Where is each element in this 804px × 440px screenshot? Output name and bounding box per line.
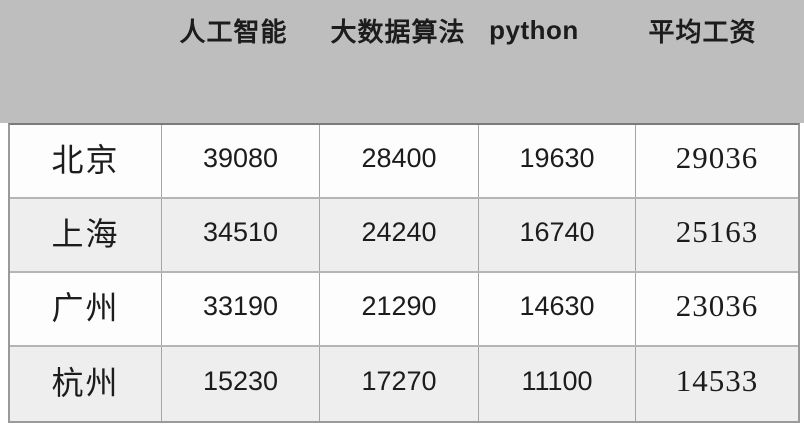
value-cell-average: 23036 [675,288,759,323]
value-cell-ai: 34510 [162,199,320,271]
value-cell-bigdata: 21290 [320,273,479,345]
value-cell-average: 14533 [675,363,759,398]
column-header-bigdata: 大数据算法 [330,16,466,47]
column-header-python: python [489,14,579,45]
salary-table: 北京 39080 28400 19630 29036 上海 34510 2424… [8,123,800,423]
table-row-hangzhou: 杭州 15230 17270 11100 14533 [10,347,798,421]
value-cell-ai: 15230 [162,347,320,421]
value-cell-bigdata: 24240 [320,199,479,271]
city-cell: 北京 [10,125,162,197]
city-cell: 杭州 [10,347,162,421]
column-header-ai: 人工智能 [179,16,288,47]
table-header-band: 人工智能 大数据算法 python 平均工资 [0,0,804,123]
value-cell-python: 14630 [479,273,636,345]
value-cell-bigdata: 17270 [320,347,479,421]
column-header-average-salary: 平均工资 [648,16,757,47]
value-cell-python: 16740 [479,199,636,271]
value-cell-python: 19630 [479,125,636,197]
value-cell-ai: 39080 [162,125,320,197]
table-row-guangzhou: 广州 33190 21290 14630 23036 [10,273,798,347]
header-city-spacer [8,11,162,49]
city-cell: 上海 [10,199,162,271]
city-cell: 广州 [10,273,162,345]
value-cell-average: 29036 [675,140,759,175]
value-cell-average: 25163 [675,214,759,249]
table-row-beijing: 北京 39080 28400 19630 29036 [10,125,798,199]
value-cell-python: 11100 [479,347,636,421]
value-cell-bigdata: 28400 [320,125,479,197]
value-cell-ai: 33190 [162,273,320,345]
table-row-shanghai: 上海 34510 24240 16740 25163 [10,199,798,273]
table-header-row: 人工智能 大数据算法 python 平均工资 [8,11,800,49]
